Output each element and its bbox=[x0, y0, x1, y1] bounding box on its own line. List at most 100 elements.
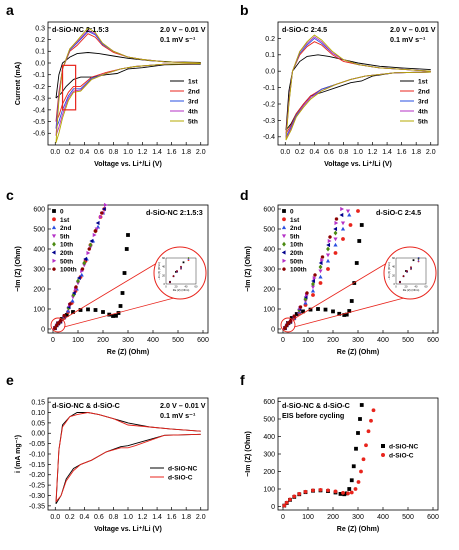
legend-label: 100th bbox=[60, 267, 77, 274]
marker-triangle-left bbox=[51, 250, 56, 255]
highlight-box bbox=[61, 64, 77, 111]
series-2nd-reduction bbox=[55, 63, 201, 122]
y-axis-label: −Im (Z) (Ohm) bbox=[245, 246, 252, 292]
x-tick-label: 1.4 bbox=[382, 149, 392, 156]
marker-hexagon bbox=[74, 285, 78, 289]
y-tick-label: 100 bbox=[263, 486, 275, 493]
marker-triangle-right bbox=[327, 238, 332, 244]
inset-x-tick-label: 0 bbox=[165, 285, 167, 289]
marker-triangle-left bbox=[71, 290, 76, 296]
legend-label: 20th bbox=[60, 250, 73, 257]
marker-triangle-up bbox=[325, 258, 331, 263]
x-tick-label: 200 bbox=[327, 514, 339, 521]
y-tick-label: 200 bbox=[263, 469, 275, 476]
marker-triangle-up bbox=[51, 225, 57, 230]
inset-y-tick-label: 20 bbox=[392, 273, 395, 277]
x-tick-label: 2.0 bbox=[426, 149, 436, 156]
marker-triangle-right bbox=[312, 275, 317, 281]
marker-square bbox=[107, 312, 112, 317]
x-tick-label: 2.0 bbox=[196, 514, 206, 521]
y-tick-label: 300 bbox=[33, 266, 45, 273]
annotation: d-SiO-C 2:4.5 bbox=[376, 208, 421, 217]
y-tick-label: 0.3 bbox=[35, 25, 45, 32]
x-tick-label: 0 bbox=[281, 337, 285, 344]
x-tick-label: 0.0 bbox=[50, 149, 60, 156]
inset-y-tick-label: 0 bbox=[394, 282, 396, 286]
marker-triangle-left bbox=[89, 238, 94, 244]
marker-square bbox=[338, 492, 343, 496]
inset-y-tick-label: 40 bbox=[162, 265, 165, 269]
zoom-circle bbox=[50, 317, 66, 333]
y-tick-label: 0.05 bbox=[31, 420, 45, 427]
y-tick-label: 0.1 bbox=[265, 52, 275, 59]
x-tick-label: 200 bbox=[327, 337, 339, 344]
marker-triangle-down bbox=[325, 253, 331, 258]
sub-annotation: EIS before cycling bbox=[282, 411, 344, 420]
inset-y-tick-label: 60 bbox=[392, 256, 395, 260]
legend-label: 5th bbox=[60, 233, 70, 240]
x-tick-label: 1.8 bbox=[411, 149, 421, 156]
x-tick-label: 1.0 bbox=[123, 514, 133, 521]
marker-diamond bbox=[76, 278, 80, 284]
marker-triangle-right bbox=[98, 214, 103, 220]
marker-square bbox=[331, 309, 335, 314]
x-tick-label: 400 bbox=[377, 337, 389, 344]
marker-diamond bbox=[52, 241, 56, 247]
legend-label: 0 bbox=[60, 209, 64, 216]
marker-diamond bbox=[333, 230, 338, 236]
y-tick-label: 100 bbox=[263, 306, 275, 313]
marker-hexagon bbox=[298, 305, 303, 309]
legend: d-SiO-NC d-SiO-C bbox=[150, 466, 198, 482]
series-5th-oxidation bbox=[285, 34, 431, 141]
marker-triangle-down bbox=[281, 234, 287, 239]
marker-square bbox=[412, 259, 415, 262]
panel-c: c0 100 200 300 400 500 6000100200300400500600R… bbox=[6, 187, 209, 356]
legend-label: 4th bbox=[188, 109, 198, 116]
legend-label: 1st bbox=[60, 217, 70, 224]
marker-circle bbox=[349, 490, 354, 495]
x-tick-label: 0.6 bbox=[94, 149, 104, 156]
marker-square bbox=[282, 209, 286, 213]
zoom-circle bbox=[280, 317, 296, 333]
x-tick-label: 500 bbox=[402, 514, 414, 521]
x-tick-label: 100 bbox=[302, 337, 314, 344]
marker-triangle-left bbox=[333, 226, 338, 232]
marker-triangle-down bbox=[340, 221, 346, 226]
inset-x-label: Re (Z) (Ohm) bbox=[403, 288, 420, 292]
marker-square bbox=[294, 312, 299, 316]
marker-square bbox=[120, 291, 125, 295]
y-tick-label: 0 bbox=[271, 504, 275, 511]
y-tick-label: 0.00 bbox=[31, 431, 45, 438]
marker-diamond bbox=[311, 281, 315, 287]
y-tick-label: -0.1 bbox=[263, 85, 275, 92]
legend-label: 5th bbox=[188, 119, 198, 126]
marker-square bbox=[114, 313, 118, 318]
marker-hexagon bbox=[282, 267, 286, 271]
marker-circle bbox=[311, 488, 315, 493]
marker-circle bbox=[346, 491, 350, 496]
marker-diamond bbox=[303, 296, 308, 302]
x-tick-label: 300 bbox=[122, 337, 134, 344]
y-tick-label: 0.2 bbox=[265, 36, 275, 43]
legend-label: 2nd bbox=[418, 89, 430, 96]
marker-circle bbox=[353, 487, 358, 491]
x-tick-label: 600 bbox=[427, 514, 439, 521]
y-tick-label: -0.4 bbox=[33, 107, 45, 114]
marker-triangle-left bbox=[95, 220, 100, 226]
y-tick-label: 600 bbox=[263, 399, 275, 406]
marker-triangle-down bbox=[94, 227, 99, 232]
y-tick-label: -0.1 bbox=[33, 72, 45, 79]
x-axis-label: Voltage vs. Li⁺/Li (V) bbox=[94, 526, 162, 533]
marker-triangle-left bbox=[417, 257, 420, 259]
marker-square bbox=[344, 312, 349, 317]
inset-y-label: −Im (Z) (Ohm) bbox=[387, 262, 391, 280]
panel-a: a 0.0 0.2 0.4 0.6 0.8 1.0 1.2 1.4 1.6 1.8 2.0 -0.6 -0… bbox=[6, 2, 209, 168]
y-tick-label: -0.20 bbox=[29, 472, 45, 479]
condition-rate: 0.1 mV s⁻¹ bbox=[160, 35, 196, 44]
inset-y-tick-label: 60 bbox=[162, 256, 165, 260]
marker-square bbox=[124, 247, 129, 251]
y-tick-label: -0.05 bbox=[29, 441, 45, 448]
marker-circle bbox=[303, 489, 308, 494]
y-tick-label: 0.2 bbox=[35, 37, 45, 44]
